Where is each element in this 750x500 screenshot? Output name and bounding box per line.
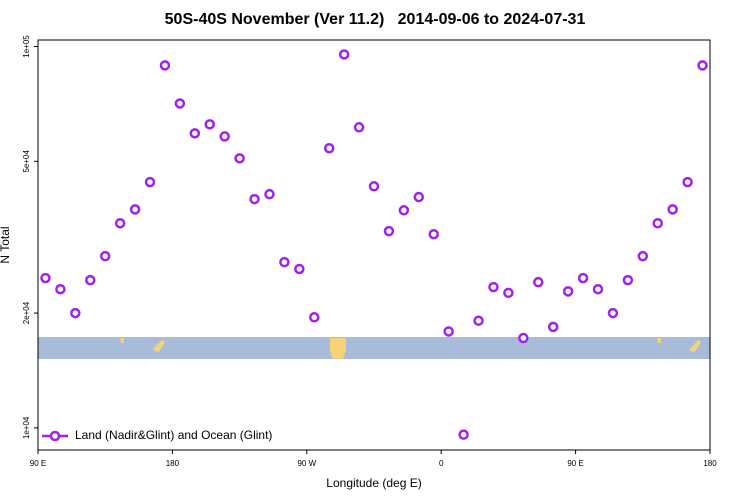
point xyxy=(55,283,66,295)
x-tick-label: 90 E xyxy=(567,459,583,468)
point xyxy=(458,429,469,440)
point xyxy=(353,122,365,133)
x-axis-label: Longitude (deg E) xyxy=(326,476,421,490)
point xyxy=(697,60,708,71)
point xyxy=(577,272,589,284)
point xyxy=(562,286,574,297)
point xyxy=(518,332,529,344)
y-axis-label: N Total xyxy=(0,226,12,263)
point xyxy=(488,281,499,293)
x-tick-label: 90 W xyxy=(297,459,316,468)
point xyxy=(338,49,350,60)
point xyxy=(279,256,290,268)
point xyxy=(204,119,215,130)
point xyxy=(323,143,335,154)
point xyxy=(533,276,544,288)
point xyxy=(443,326,454,337)
plot-frame xyxy=(37,39,711,451)
point xyxy=(174,98,186,109)
point xyxy=(607,307,619,319)
point xyxy=(144,176,156,188)
point xyxy=(294,263,305,275)
x-tick-label: 180 xyxy=(703,459,717,468)
point xyxy=(234,153,245,164)
point xyxy=(667,204,678,215)
point xyxy=(652,217,663,229)
point xyxy=(40,272,51,284)
point xyxy=(503,287,514,299)
point xyxy=(473,315,484,326)
legend-marker xyxy=(49,430,61,442)
point xyxy=(249,193,260,205)
point xyxy=(547,321,559,333)
x-tick-label: 180 xyxy=(166,459,180,468)
point xyxy=(428,228,439,240)
point xyxy=(682,176,693,188)
point xyxy=(413,191,425,203)
y-tick-label: 2e+04 xyxy=(22,301,31,324)
point xyxy=(309,312,320,323)
point xyxy=(189,128,201,139)
chart-title: 50S-40S November (Ver 11.2) 2014-09-06 t… xyxy=(165,11,586,28)
point xyxy=(129,204,141,215)
y-tick-label: 5e+04 xyxy=(22,150,31,173)
point xyxy=(70,307,81,319)
point xyxy=(159,60,171,71)
map-strip xyxy=(38,337,710,359)
x-tick-label: 0 xyxy=(439,459,444,468)
y-tick-label: 1e+05 xyxy=(22,35,31,58)
point xyxy=(219,131,230,142)
legend-label: Land (Nadir&Glint) and Ocean (Glint) xyxy=(75,428,272,442)
point xyxy=(85,274,96,286)
point xyxy=(622,274,634,286)
point xyxy=(383,225,395,237)
point xyxy=(637,250,649,262)
point xyxy=(398,205,410,216)
y-tick-label: 1e+04 xyxy=(22,416,31,439)
point xyxy=(114,217,126,229)
x-tick-label: 90 E xyxy=(30,459,46,468)
point xyxy=(99,250,111,262)
point xyxy=(592,283,604,295)
point xyxy=(368,181,380,192)
point xyxy=(264,188,275,200)
